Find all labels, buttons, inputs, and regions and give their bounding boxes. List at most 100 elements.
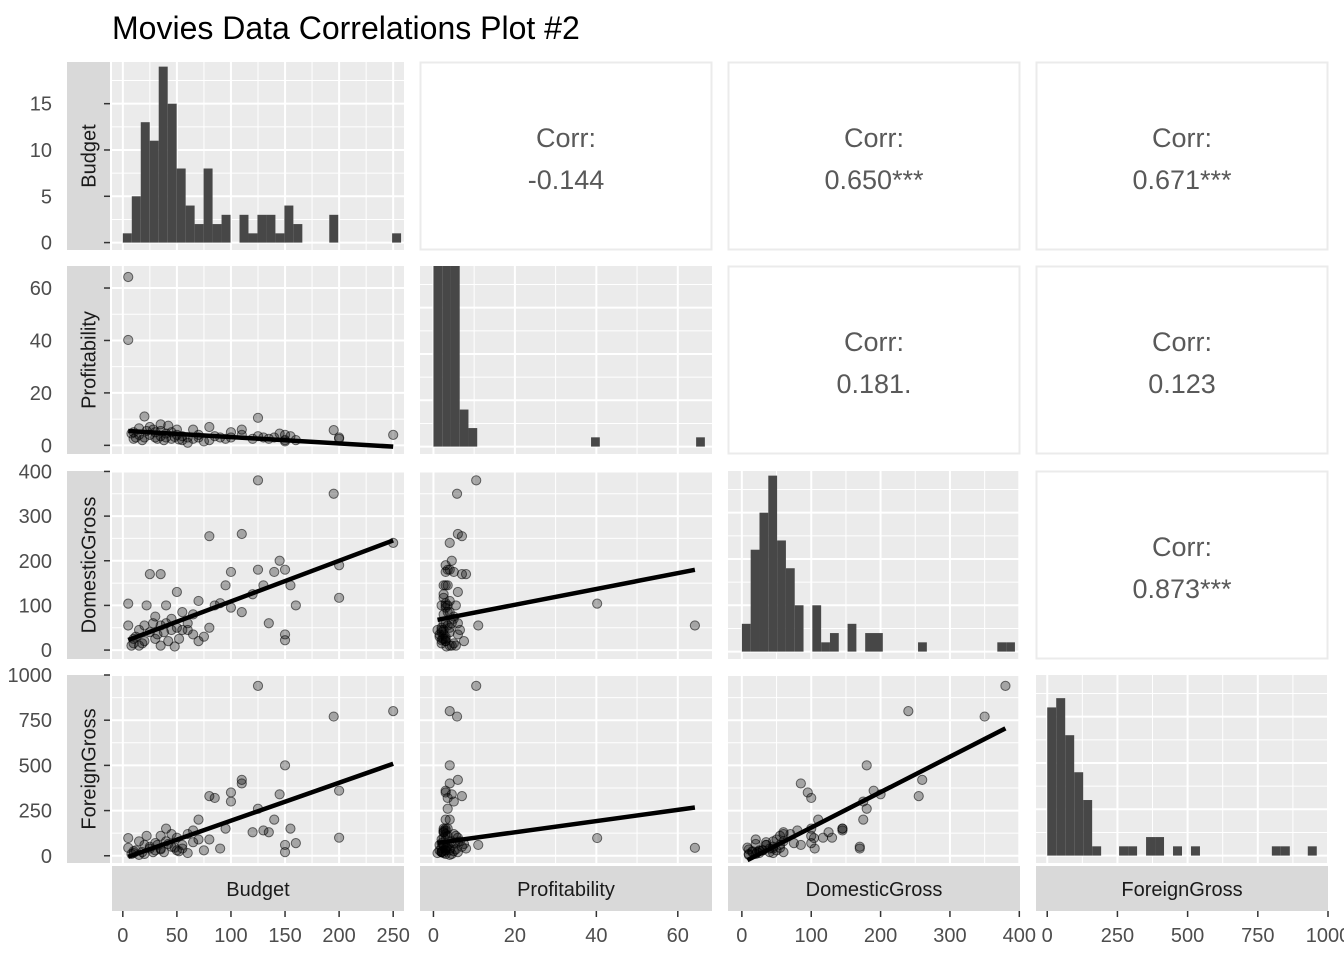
scatter — [123, 271, 399, 449]
corr-value: -0.144 — [528, 165, 605, 195]
fit-line — [128, 428, 394, 449]
data-point — [204, 531, 215, 542]
panel-profitability-budget — [112, 266, 404, 454]
y-tick-label: 200 — [19, 551, 52, 573]
data-point — [473, 839, 484, 851]
data-point — [592, 598, 603, 609]
panel-profitability-profitability — [420, 266, 712, 454]
x-tick-label: 0 — [117, 925, 128, 947]
data-point — [263, 618, 274, 629]
data-point — [328, 711, 339, 722]
data-point — [169, 842, 180, 853]
data-point — [432, 624, 443, 636]
data-point — [171, 586, 182, 598]
strip-label: Profitability — [79, 311, 101, 409]
x-tick-label: 150 — [268, 925, 301, 947]
data-point — [177, 624, 188, 636]
data-point — [448, 566, 459, 578]
histogram-bar — [1280, 846, 1290, 856]
data-point — [444, 814, 455, 825]
histogram-bar — [212, 224, 222, 243]
panel-domestic-gross-profitability — [420, 470, 712, 659]
histogram-bar — [450, 266, 460, 447]
y-tick-label: 500 — [19, 755, 52, 777]
x-tick-label: 500 — [1171, 925, 1204, 947]
y-tick-label: 1000 — [8, 665, 53, 687]
y-tick-label: 0 — [41, 435, 52, 457]
data-point — [274, 555, 285, 566]
data-point — [689, 842, 700, 853]
data-point — [160, 823, 172, 834]
histogram-bar — [140, 122, 150, 243]
corr-panel — [1035, 61, 1329, 251]
data-point — [182, 847, 193, 859]
panel-domestic-gross-foreign-gross: Corr: 0.873*** — [1035, 470, 1329, 660]
corr-value: 0.181. — [836, 369, 911, 399]
strip-label: Profitability — [517, 879, 615, 901]
panel-profitability-foreign-gross: Corr: 0.123 — [1035, 265, 1329, 455]
data-point — [225, 796, 237, 807]
histogram — [433, 266, 705, 447]
data-point — [854, 841, 865, 852]
histogram-bar — [275, 233, 285, 243]
chart-title: Movies Data Correlations Plot #2 — [112, 10, 580, 46]
data-point — [160, 600, 172, 611]
y-tick-label: 0 — [41, 233, 52, 255]
data-point — [442, 792, 453, 804]
y-tick-label: 10 — [30, 140, 52, 162]
data-point — [215, 843, 226, 854]
y-tick-label: 15 — [30, 94, 52, 116]
data-point — [252, 680, 264, 691]
strip-budget — [112, 866, 404, 911]
panel-budget-foreign-gross: Corr: 0.671*** — [1035, 61, 1329, 251]
histogram-bar — [1146, 837, 1156, 856]
data-point — [823, 827, 834, 838]
histogram-bar — [1155, 837, 1165, 856]
data-point — [279, 629, 291, 640]
x-tick-label: 1000 — [1306, 925, 1344, 947]
histogram-bar — [874, 633, 883, 652]
data-point — [826, 832, 838, 843]
data-point — [133, 836, 145, 847]
data-point — [442, 564, 453, 575]
strip-profitability — [420, 866, 712, 911]
data-point — [806, 792, 817, 804]
data-point — [193, 834, 204, 845]
data-point — [169, 641, 180, 652]
column-strips: Budget Profitability DomesticGross ForeignG… — [67, 62, 1328, 911]
y-tick-label: 100 — [19, 595, 52, 617]
data-point — [440, 787, 451, 798]
data-point — [442, 803, 453, 814]
data-point — [913, 791, 924, 802]
histogram-bar — [997, 642, 1007, 652]
histogram — [741, 475, 1015, 652]
data-point — [806, 830, 817, 841]
data-point — [460, 569, 472, 580]
strip-domestic-gross — [728, 866, 1020, 911]
panel-domestic-gross-domestic-gross — [728, 471, 1021, 659]
panel-foreign-gross-profitability — [420, 674, 712, 863]
y-tick-label: 40 — [30, 330, 52, 352]
corr-label: Corr: — [844, 123, 904, 153]
scatter — [742, 680, 1011, 863]
strip-label: ForeignGross — [79, 708, 101, 829]
histogram-bar — [459, 409, 469, 447]
corr-label: Corr: — [536, 123, 596, 153]
x-tick-label: 100 — [214, 925, 247, 947]
strip-foreign-gross — [67, 675, 110, 863]
histogram-bar — [392, 233, 402, 243]
data-point — [441, 842, 452, 853]
data-point — [456, 791, 468, 802]
data-point — [269, 814, 280, 825]
panel-background — [420, 266, 712, 454]
histogram-bar — [591, 437, 600, 447]
data-point — [328, 488, 339, 499]
y-tick-label: 300 — [19, 506, 52, 528]
y-tick-label: 0 — [41, 640, 52, 662]
strip-profitability — [67, 266, 110, 454]
data-point — [451, 488, 463, 499]
data-point — [123, 832, 134, 844]
data-point — [388, 429, 399, 440]
data-point — [150, 633, 161, 645]
data-point — [236, 778, 247, 789]
